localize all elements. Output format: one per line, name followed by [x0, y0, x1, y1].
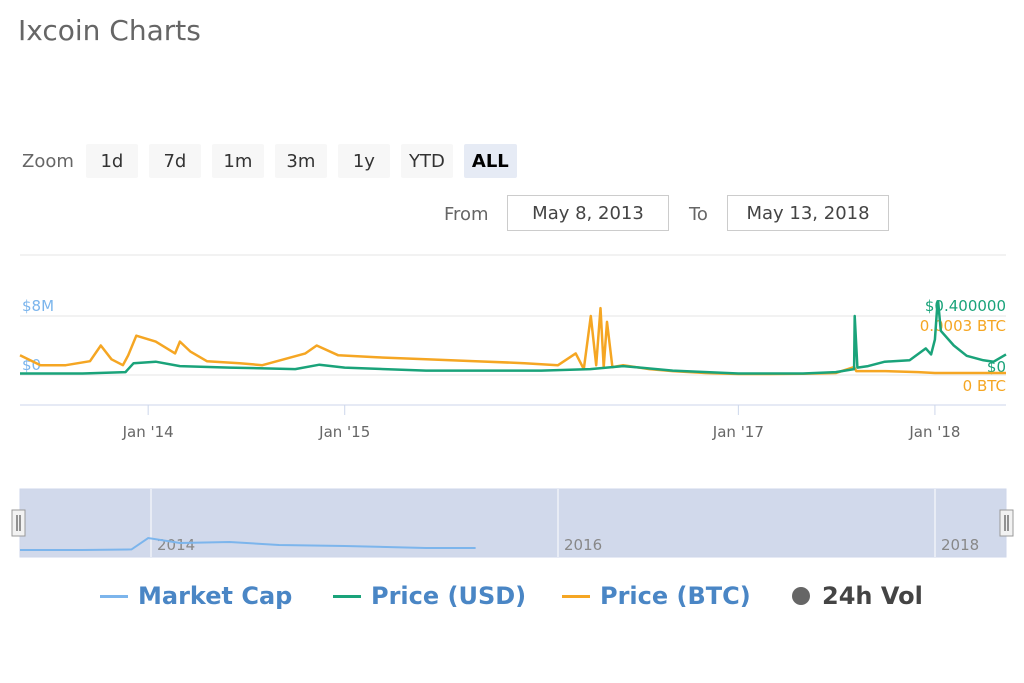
x-tick-label: Jan '18 — [908, 423, 960, 441]
x-axis-ticks: Jan '14 Jan '15 Jan '17 Jan '18 — [122, 405, 960, 441]
navigator-left-handle[interactable] — [11, 509, 26, 537]
btc-axis: 0.0003 BTC 0 BTC — [920, 317, 1006, 395]
legend-line-price-btc — [562, 594, 590, 598]
zoom-ytd-button[interactable]: YTD — [400, 144, 453, 178]
x-tick-label: Jan '17 — [712, 423, 764, 441]
to-label: To — [689, 204, 708, 225]
legend-price-btc[interactable]: Price (BTC) — [562, 578, 751, 614]
ylabel-usd-top: $0.400000 — [925, 297, 1006, 315]
ylabel-btc-zero: 0 BTC — [963, 377, 1006, 395]
to-date-input[interactable]: May 13, 2018 — [727, 195, 889, 231]
legend-label-market-cap: Market Cap — [138, 582, 293, 610]
zoom-1m-button[interactable]: 1m — [211, 144, 264, 178]
page-title: Ixcoin Charts — [18, 14, 201, 47]
zoom-all-button[interactable]: ALL — [463, 144, 517, 178]
navigator-series — [20, 536, 476, 551]
legend-line-price-usd — [333, 594, 361, 598]
navigator-right-handle[interactable] — [999, 509, 1014, 537]
zoom-7d-button[interactable]: 7d — [148, 144, 201, 178]
series-line-price-usd — [20, 300, 1007, 375]
navigator[interactable]: 2014 2016 2018 — [11, 488, 1014, 558]
ylabel-left-zero: $0 — [22, 356, 41, 374]
series-layer — [19, 300, 1007, 376]
legend-market-cap[interactable]: Market Cap — [100, 578, 292, 614]
navigator-label-2018: 2018 — [941, 536, 979, 554]
legend-24h-vol[interactable]: 24h Vol — [792, 578, 923, 614]
legend-label-price-usd: Price (USD) — [371, 582, 527, 610]
market-cap-axis: $8M $0 — [22, 297, 54, 374]
legend-dot-24h-vol — [792, 587, 810, 605]
ylabel-left-top: $8M — [22, 297, 54, 315]
zoom-3m-button[interactable]: 3m — [274, 144, 327, 178]
legend-label-price-btc: Price (BTC) — [600, 582, 751, 610]
legend-price-usd[interactable]: Price (USD) — [333, 578, 526, 614]
navigator-mask — [20, 489, 1006, 557]
navigator-label-2014: 2014 — [157, 536, 195, 554]
legend-label-24h-vol: 24h Vol — [822, 582, 923, 610]
x-tick-label: Jan '15 — [318, 423, 370, 441]
zoom-1d-button[interactable]: 1d — [85, 144, 138, 178]
ylabel-btc-top: 0.0003 BTC — [920, 317, 1006, 335]
x-tick-label: Jan '14 — [122, 423, 174, 441]
zoom-label: Zoom — [22, 150, 74, 172]
navigator-label-2016: 2016 — [564, 536, 602, 554]
navigator-market-cap-line — [20, 536, 476, 551]
legend-line-market-cap — [100, 594, 128, 598]
zoom-1y-button[interactable]: 1y — [337, 144, 390, 178]
zoom-controls: Zoom 1d 7d 1m 3m 1y YTD ALL — [22, 143, 528, 179]
from-label: From — [444, 204, 489, 225]
from-date-input[interactable]: May 8, 2013 — [507, 195, 669, 231]
price-chart: $8M $0 $0.400000 $0 0.0003 BTC 0 BTC Jan… — [11, 254, 1014, 558]
chart-legend: Market Cap Price (USD) Price (BTC) 24h V… — [0, 578, 1024, 614]
